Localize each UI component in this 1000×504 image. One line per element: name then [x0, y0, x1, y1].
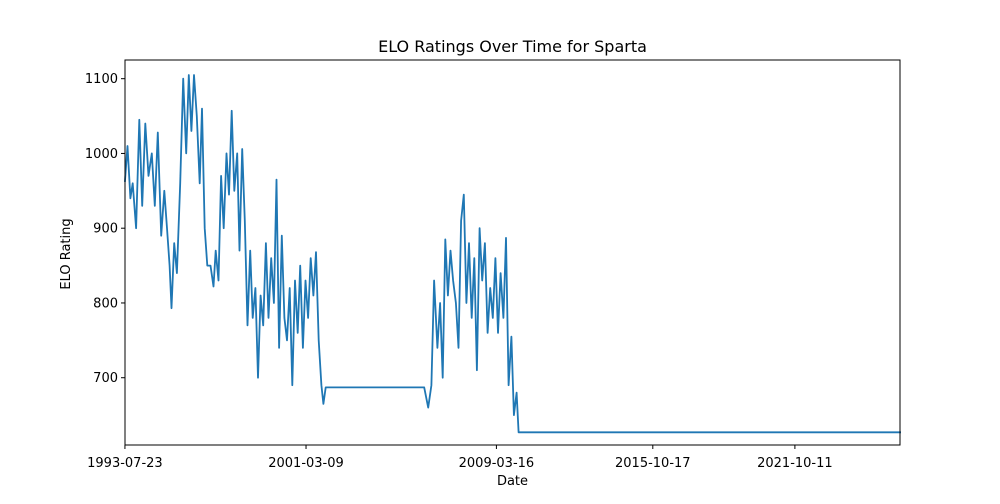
- y-axis-label: ELO Rating: [59, 218, 74, 289]
- y-tick-label: 1000: [85, 147, 118, 162]
- x-axis: 1993-07-23 2001-03-09 2009-03-16 2015-10-17…: [87, 445, 833, 471]
- chart-title: ELO Ratings Over Time for Sparta: [378, 37, 647, 56]
- y-axis: 700 800 900 1000 1100: [85, 72, 125, 386]
- y-tick-label: 700: [93, 371, 118, 386]
- x-tick-label: 1993-07-23: [87, 456, 163, 471]
- x-tick-label: 2009-03-16: [459, 456, 535, 471]
- y-tick-label: 800: [93, 296, 118, 311]
- x-tick-label: 2021-10-11: [757, 456, 833, 471]
- series-line-0: [124, 74, 901, 434]
- y-tick-label: 1100: [85, 72, 118, 87]
- plot-area: [124, 59, 901, 446]
- y-tick-label: 900: [93, 222, 118, 237]
- x-axis-label: Date: [497, 474, 528, 489]
- x-tick-label: 2001-03-09: [268, 456, 344, 471]
- x-tick-label: 2015-10-17: [615, 456, 691, 471]
- plot-frame: [124, 59, 901, 446]
